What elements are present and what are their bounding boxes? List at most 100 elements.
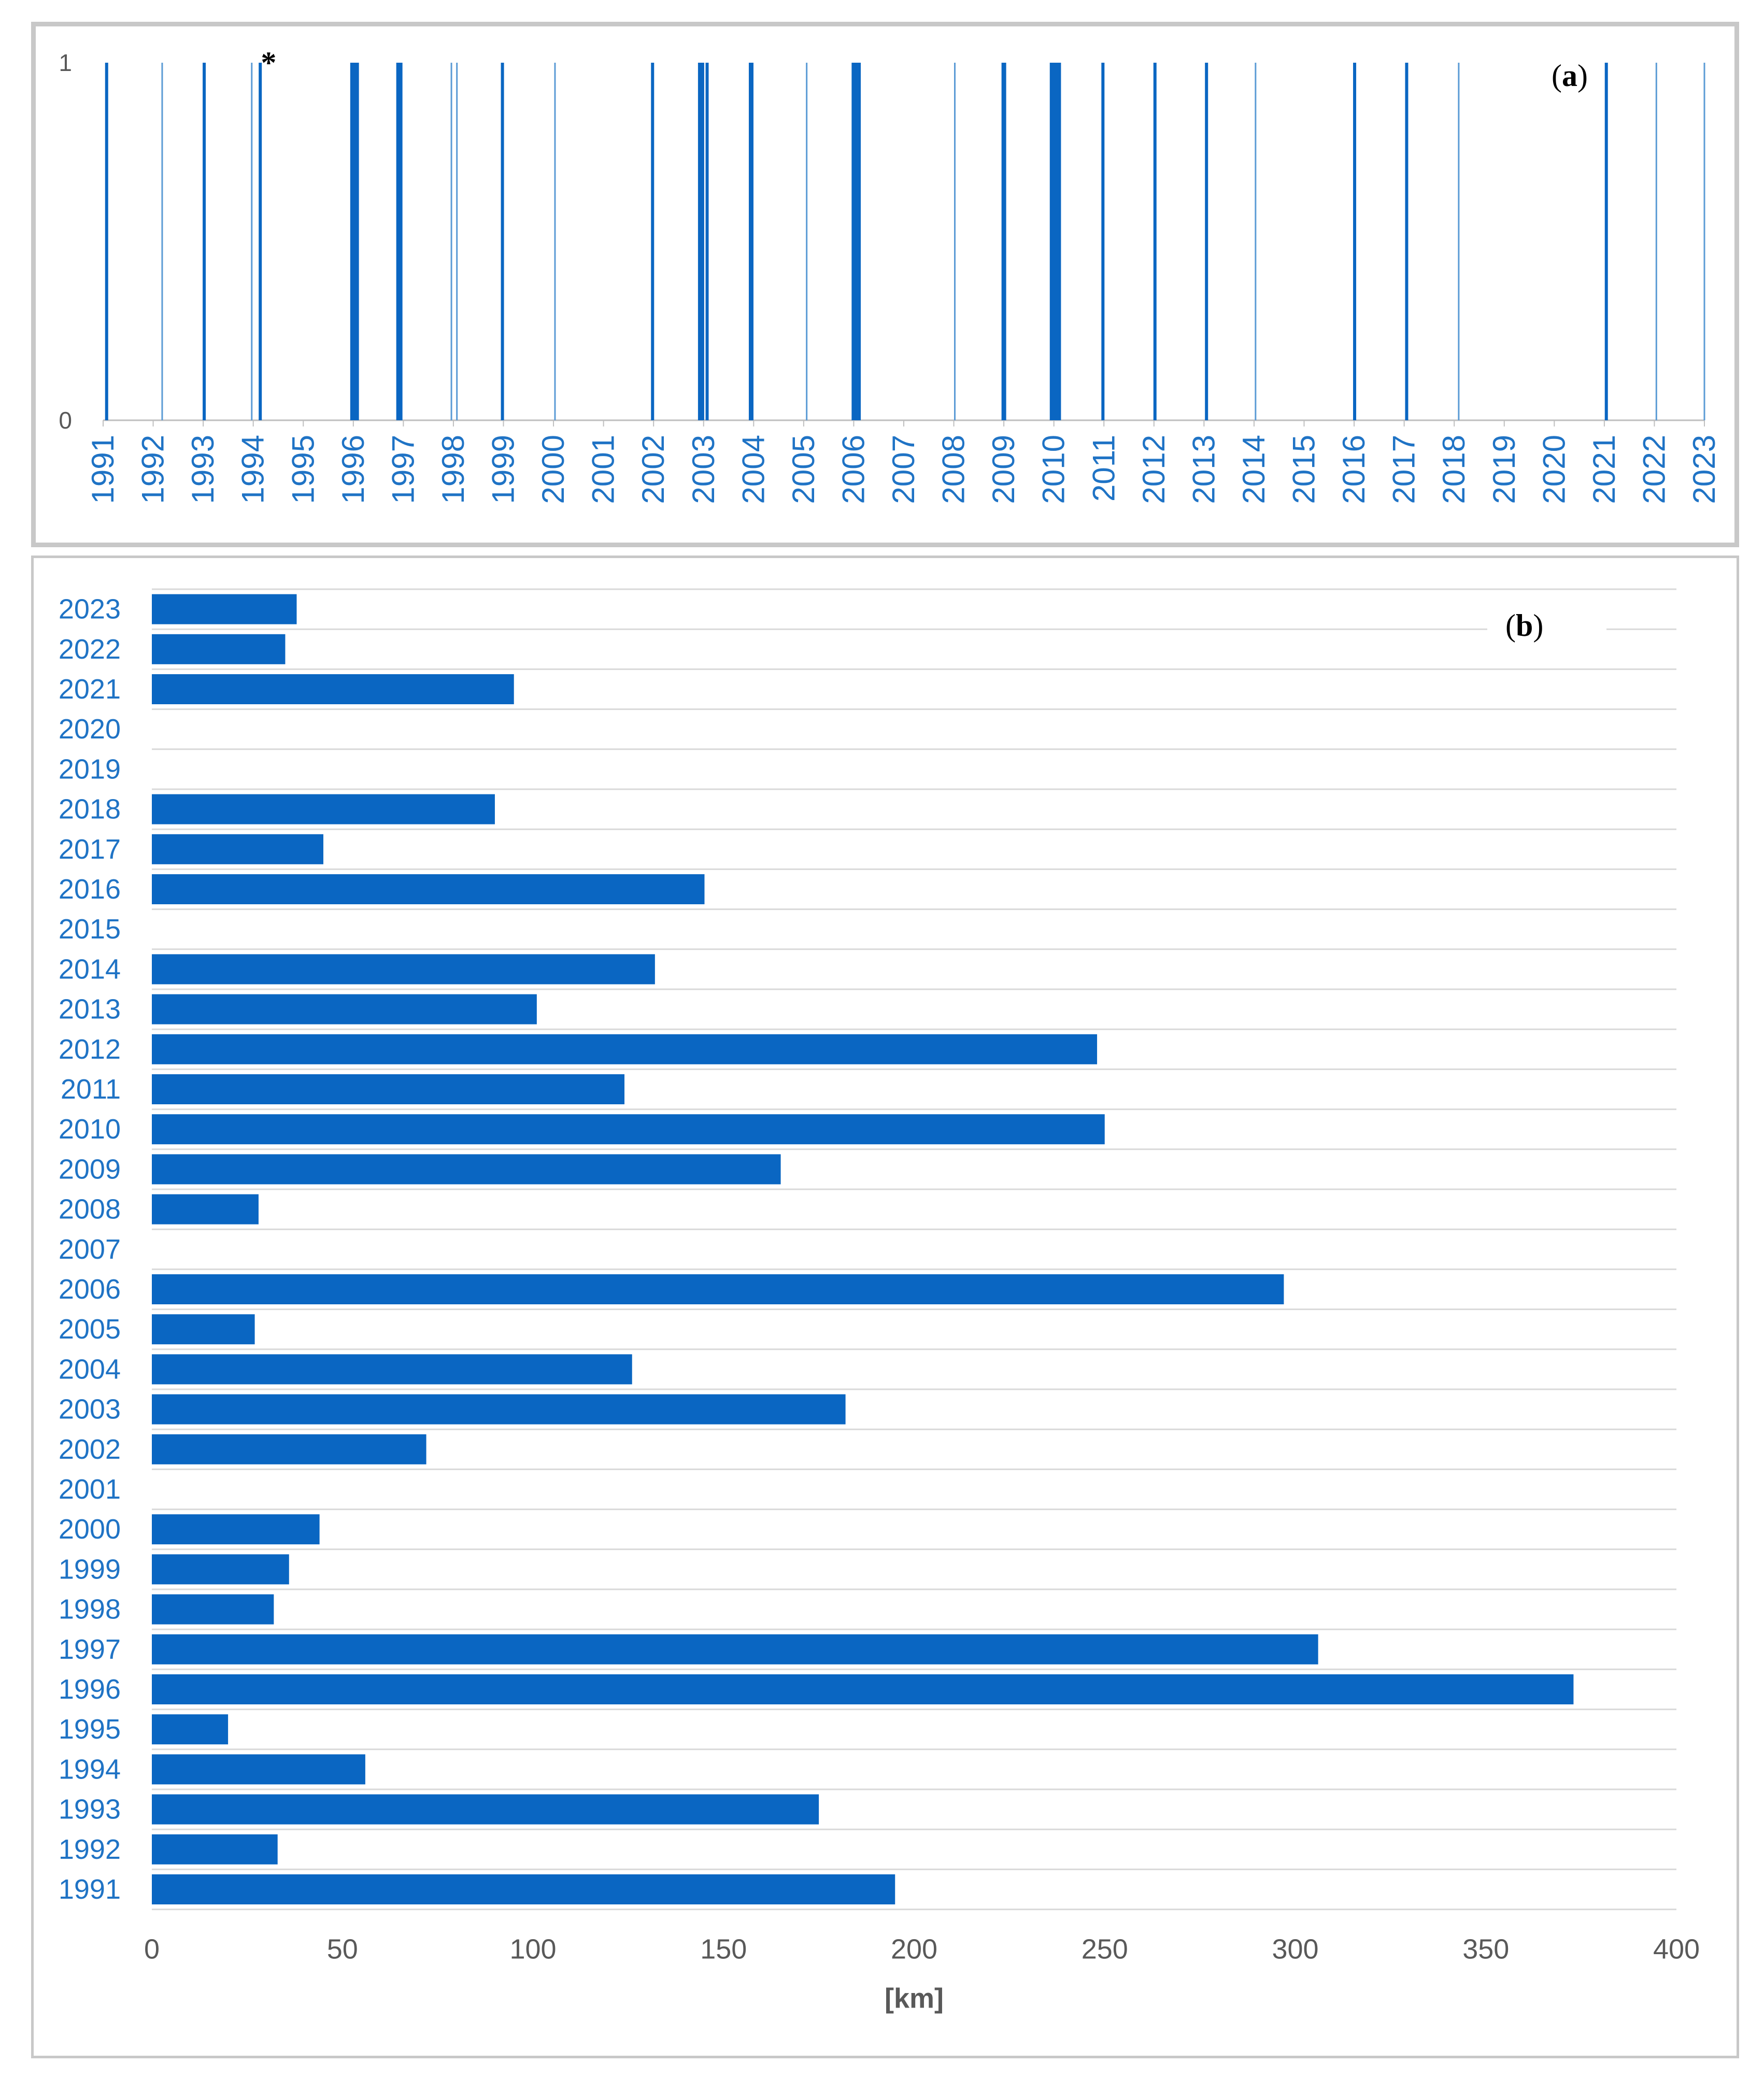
b-bar xyxy=(152,1314,255,1345)
b-x-tick-label: 350 xyxy=(1462,1934,1509,1965)
a-x-tick-label: 1993 xyxy=(186,435,220,504)
b-y-tick-label: 2002 xyxy=(59,1434,121,1465)
b-y-tick-label: 2016 xyxy=(59,874,121,905)
a-x-tick-label: 2017 xyxy=(1387,435,1421,504)
a-x-tick-label: 1996 xyxy=(336,435,371,504)
b-x-tick-label: 0 xyxy=(144,1934,160,1965)
a-event-bar xyxy=(352,63,359,420)
a-x-tick-label: 2022 xyxy=(1637,435,1671,504)
b-y-tick-label: 1998 xyxy=(59,1594,121,1625)
b-y-tick-label: 1994 xyxy=(59,1754,121,1785)
b-y-tick-label: 2022 xyxy=(59,634,121,665)
a-event-bar xyxy=(1458,63,1460,420)
b-y-tick-label: 2009 xyxy=(59,1154,121,1185)
b-bar xyxy=(152,1194,259,1225)
a-x-tick-label: 2010 xyxy=(1036,435,1071,504)
b-y-tick-label: 2017 xyxy=(59,834,121,865)
b-x-tick-label: 200 xyxy=(891,1934,937,1965)
b-bar xyxy=(152,994,537,1024)
b-y-tick-label: 1991 xyxy=(59,1874,121,1905)
a-event-bar xyxy=(456,63,458,420)
b-bar xyxy=(152,1874,895,1904)
b-bar xyxy=(152,1754,365,1785)
a-event-bar xyxy=(1604,63,1608,420)
a-event-bar xyxy=(554,63,556,420)
b-y-tick-label: 2021 xyxy=(59,674,121,705)
a-event-bar xyxy=(105,63,108,420)
b-bar xyxy=(152,594,297,624)
b-bar xyxy=(152,834,323,864)
a-x-tick-label: 2014 xyxy=(1236,435,1271,504)
b-y-tick-label: 2001 xyxy=(59,1474,121,1505)
b-y-tick-label: 2019 xyxy=(59,753,121,785)
a-x-tick-label: 2012 xyxy=(1136,435,1171,504)
b-bar xyxy=(152,1594,274,1625)
a-x-tick-label: 1998 xyxy=(436,435,471,504)
a-x-tick-label: 2004 xyxy=(736,435,771,504)
a-event-bar xyxy=(1049,63,1056,420)
a-x-tick-label: 2016 xyxy=(1336,435,1371,504)
a-event-bar xyxy=(954,63,956,420)
distance-bar-chart: 2023 2022 2021 2020 2019 2018 2017 2016 2015 2014… xyxy=(59,588,1700,2014)
a-event-bar xyxy=(251,63,253,420)
a-event-bar xyxy=(501,63,504,420)
b-bar xyxy=(152,1514,320,1545)
b-bar xyxy=(152,1674,1574,1704)
a-event-bar xyxy=(1101,63,1105,420)
b-bar xyxy=(152,1274,1284,1304)
b-bar xyxy=(152,1434,426,1464)
b-y-tick-label: 2018 xyxy=(59,794,121,825)
b-bar xyxy=(152,1794,819,1825)
a-event-bar xyxy=(161,63,163,420)
b-x-tick-label: 400 xyxy=(1653,1934,1700,1965)
a-event-bar xyxy=(858,63,861,420)
a-x-tick-label: 2002 xyxy=(636,435,671,504)
a-x-tick-label: 2000 xyxy=(536,435,571,504)
b-x-tick-label: 150 xyxy=(700,1934,747,1965)
a-event-bar xyxy=(1405,63,1409,420)
a-event-bar xyxy=(1055,63,1061,420)
a-x-tick-label: 2011 xyxy=(1086,435,1121,502)
event-timeline-chart: 0 1 1991 1992 1993 1994 1995 1996 1997 1998 1999 20… xyxy=(59,46,1722,504)
a-event-bar xyxy=(851,63,858,420)
a-x-tick-label: 2013 xyxy=(1186,435,1221,504)
b-y-tick-label: 2015 xyxy=(59,914,121,945)
a-event-bar xyxy=(396,63,403,420)
a-x-tick-label: 1992 xyxy=(136,435,170,504)
b-y-tick-label: 2007 xyxy=(59,1234,121,1265)
b-bar xyxy=(152,1554,289,1585)
b-bar xyxy=(152,1634,1318,1664)
a-event-bar xyxy=(203,63,206,420)
b-bar xyxy=(152,674,514,704)
a-y-tick-label: 1 xyxy=(59,49,72,76)
b-x-tick-label: 50 xyxy=(327,1934,358,1965)
b-panel-label: (b) xyxy=(1505,608,1543,643)
b-bar xyxy=(152,1154,781,1185)
a-x-tick-label: 2007 xyxy=(886,435,921,504)
a-x-tick-label: 2001 xyxy=(586,435,621,504)
b-bar xyxy=(152,1074,625,1104)
b-x-tick-label: 300 xyxy=(1272,1934,1318,1965)
b-y-tick-label: 2012 xyxy=(59,1034,121,1065)
b-y-tick-label: 2005 xyxy=(59,1314,121,1345)
a-event-bar xyxy=(450,63,452,420)
b-bar xyxy=(152,874,705,904)
a-event-bar xyxy=(1255,63,1257,420)
b-y-tick-label: 2020 xyxy=(59,714,121,745)
b-y-tick-label: 2003 xyxy=(59,1394,121,1425)
a-x-tick-label: 1999 xyxy=(486,435,521,504)
b-x-tick-label: 250 xyxy=(1082,1934,1128,1965)
b-y-tick-label: 1992 xyxy=(59,1834,121,1865)
a-event-bar xyxy=(698,63,704,420)
a-x-tick-label: 2023 xyxy=(1687,435,1722,504)
a-x-tick-label: 1995 xyxy=(286,435,320,504)
a-y-tick-label: 0 xyxy=(59,407,72,434)
b-label-background xyxy=(1487,605,1606,646)
b-y-tick-label: 2004 xyxy=(59,1354,121,1385)
b-x-tick-label: 100 xyxy=(509,1934,556,1965)
b-y-tick-label: 2023 xyxy=(59,594,121,625)
a-event-bar xyxy=(705,63,709,420)
a-x-tick-label: 2009 xyxy=(986,435,1021,504)
a-asterisk-marker: * xyxy=(261,46,276,80)
a-x-tick-label: 2003 xyxy=(686,435,721,504)
